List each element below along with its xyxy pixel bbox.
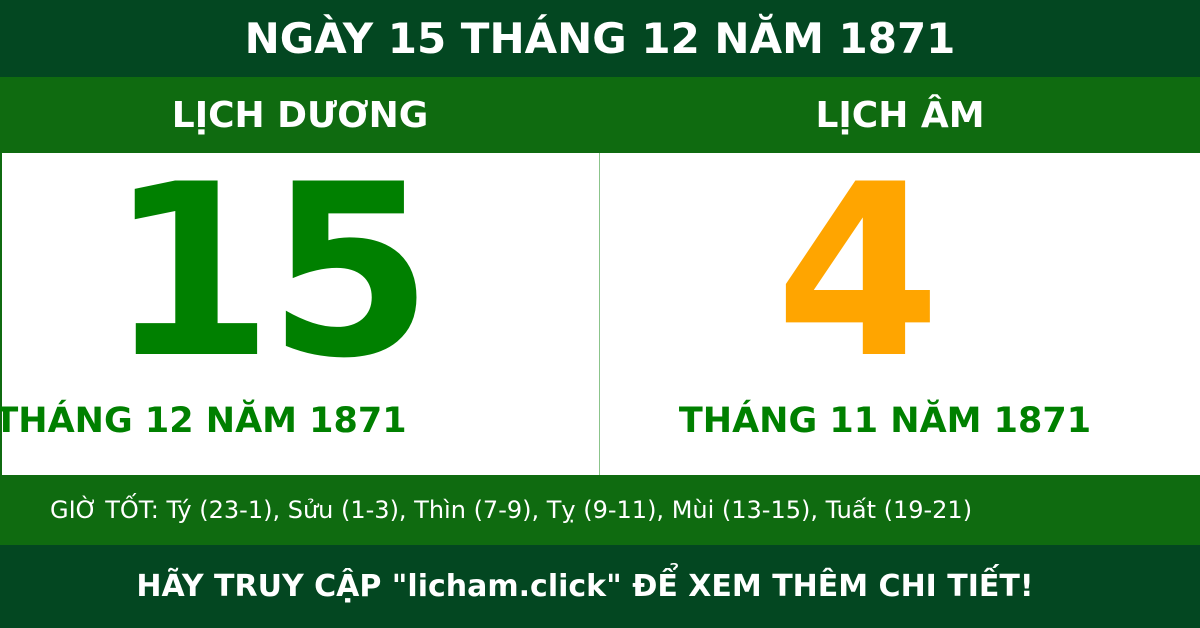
lunar-panel: 4 THÁNG 11 NĂM 1871 xyxy=(600,153,1200,475)
lunar-month-year: THÁNG 11 NĂM 1871 xyxy=(678,401,1092,441)
lunar-day: 4 xyxy=(775,134,941,411)
calendar-body: 15 THÁNG 12 NĂM 1871 4 THÁNG 11 NĂM 1871 xyxy=(0,153,1200,475)
calendar-headers: LỊCH DƯƠNG LỊCH ÂM xyxy=(0,77,1200,153)
solar-day: 15 xyxy=(107,134,433,411)
solar-month-year: THÁNG 12 NĂM 1871 xyxy=(0,401,407,441)
footer-cta: HÃY TRUY CẬP "licham.click" ĐỂ XEM THÊM … xyxy=(0,545,1200,628)
solar-calendar-label: LỊCH DƯƠNG xyxy=(171,94,429,136)
good-hours: GIỜ TỐT: Tý (23-1), Sửu (1-3), Thìn (7-9… xyxy=(0,475,1200,545)
page-title: NGÀY 15 THÁNG 12 NĂM 1871 xyxy=(0,0,1200,77)
solar-panel: 15 THÁNG 12 NĂM 1871 xyxy=(0,153,600,475)
lunar-calendar-label: LỊCH ÂM xyxy=(815,94,985,136)
